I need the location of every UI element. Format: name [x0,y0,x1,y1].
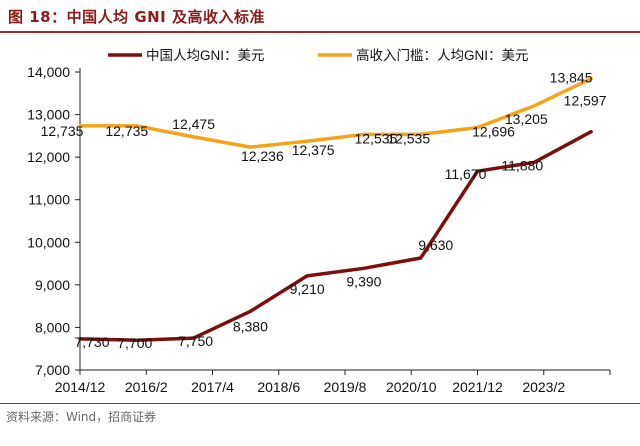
legend: 中国人均GNI：美元 高收入门槛：人均GNI：美元 [108,47,529,63]
data-label: 12,475 [172,116,215,132]
axes: 7,0008,0009,00010,00011,00012,00013,0001… [27,64,611,395]
data-label: 13,845 [550,70,593,86]
source-divider [0,403,640,404]
x-tick-label: 2014/12 [55,379,106,395]
data-label: 13,205 [505,111,548,127]
x-tick-label: 2020/10 [386,379,437,395]
data-label: 9,630 [418,237,453,253]
data-label: 12,735 [41,123,84,139]
data-label: 12,236 [241,148,284,164]
data-label: 12,735 [105,123,148,139]
data-label: 12,535 [387,130,430,146]
data-labels: 7,730 7,700 7,750 8,380 9,210 9,390 9,630 11,67… [41,70,607,352]
data-label: 12,535 [355,130,398,146]
y-tick-label: 14,000 [27,64,70,80]
x-tick-label: 2016/2 [125,379,168,395]
y-tick-label: 11,000 [28,192,70,208]
data-label: 7,700 [117,335,152,351]
series-line-1 [78,129,593,342]
data-label: 7,730 [74,334,109,350]
data-label: 9,210 [290,281,325,297]
y-tick-label: 12,000 [27,149,70,165]
data-label: 12,597 [564,93,607,109]
x-tick-label: 2017/4 [191,379,234,395]
x-tick-label: 2018/6 [257,379,300,395]
x-tick-label: 2019/8 [324,379,367,395]
series-lines [78,76,593,342]
legend-label-2: 高收入门槛：人均GNI：美元 [356,47,529,63]
data-label: 12,375 [292,142,335,158]
y-tick-label: 8,000 [35,319,70,335]
y-tick-label: 9,000 [35,277,70,293]
legend-label-1: 中国人均GNI：美元 [146,48,265,63]
title-divider [0,31,640,33]
source-note: 资料来源：Wind，招商证券 [6,410,157,424]
data-label: 8,380 [233,318,268,334]
data-label: 9,390 [346,273,381,289]
y-tick-label: 10,000 [27,234,70,250]
x-tick-label: 2023/2 [522,379,565,395]
data-label: 7,750 [178,333,213,349]
data-label: 11,880 [501,157,543,173]
series-line-2 [78,76,593,149]
figure-title: 图 18：中国人均 GNI 及高收入标准 [8,8,265,26]
x-tick-label: 2021/12 [452,379,503,395]
y-tick-label: 13,000 [27,107,70,123]
data-label: 12,696 [472,124,515,140]
data-label: 11,670 [445,166,487,182]
y-tick-label: 7,000 [35,362,70,378]
